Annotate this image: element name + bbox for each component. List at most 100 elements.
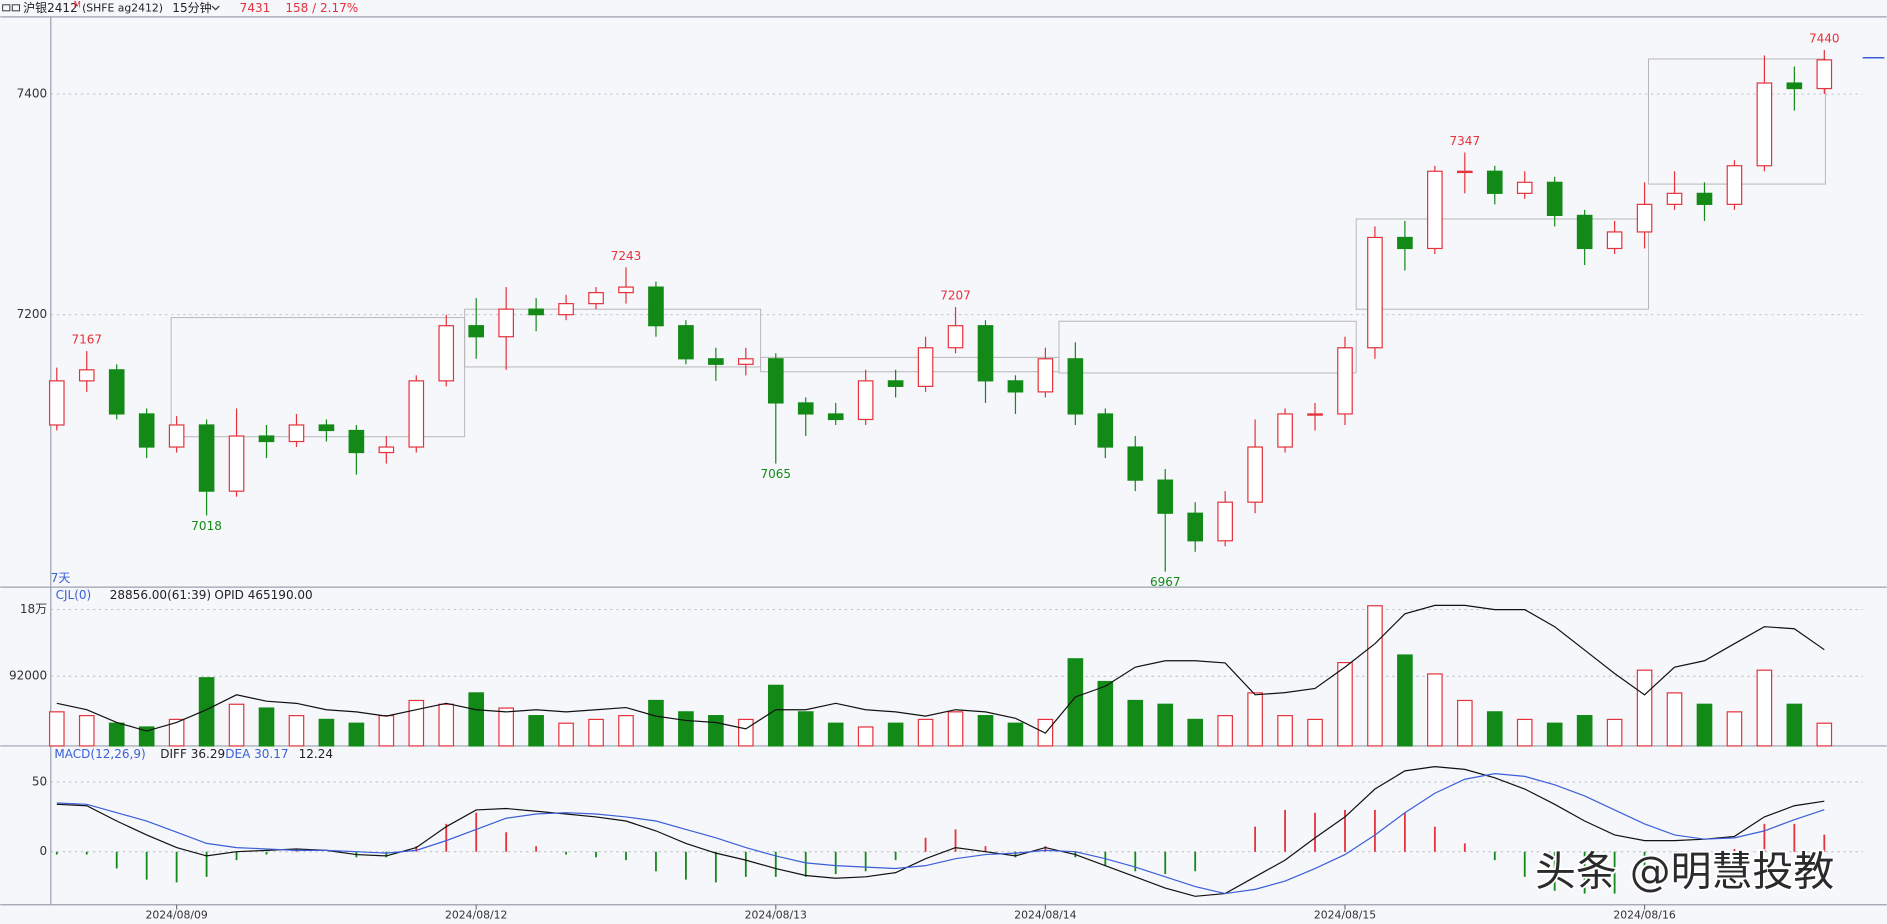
candle-body bbox=[528, 308, 544, 316]
volume-bar bbox=[648, 699, 664, 747]
candle-body bbox=[1277, 413, 1293, 448]
symbol-suffix: M bbox=[74, 0, 81, 9]
candle-body bbox=[827, 413, 844, 421]
volume-bar bbox=[1756, 669, 1773, 747]
high-label: 7207 bbox=[940, 289, 971, 303]
y-tick-label: 92000 bbox=[9, 669, 47, 683]
candle-body bbox=[378, 446, 395, 454]
candle-body bbox=[1307, 413, 1323, 416]
volume-bar bbox=[1456, 699, 1473, 747]
price-change: 158 / 2.17% bbox=[285, 1, 358, 15]
volume-bar bbox=[588, 718, 604, 747]
period[interactable]: 15分钟 bbox=[172, 0, 211, 15]
candle-body bbox=[1576, 214, 1593, 250]
volume-bar bbox=[348, 722, 365, 747]
candle-body bbox=[797, 402, 814, 415]
candle-body bbox=[618, 286, 634, 294]
open-interest-line bbox=[56, 604, 1825, 734]
candle-body bbox=[1756, 82, 1773, 167]
range-label: 7天 bbox=[51, 571, 71, 585]
high-label: 7440 bbox=[1809, 32, 1840, 46]
volume-bar bbox=[438, 703, 455, 747]
volume-bar bbox=[708, 715, 724, 747]
volume-bar bbox=[1696, 703, 1713, 747]
candle-body bbox=[1726, 165, 1743, 205]
candle-body bbox=[678, 325, 694, 360]
candle-body bbox=[1397, 236, 1413, 250]
candle-body bbox=[1007, 380, 1024, 393]
candle-body bbox=[48, 380, 65, 426]
low-label: 7018 bbox=[191, 519, 222, 533]
candle-body bbox=[1097, 413, 1114, 448]
range-box bbox=[1355, 218, 1650, 310]
candle-body bbox=[767, 358, 784, 404]
volume-bar bbox=[678, 711, 694, 747]
candle-body bbox=[1516, 181, 1533, 194]
volume-bar bbox=[48, 711, 65, 747]
x-tick-label: 2024/08/16 bbox=[1613, 909, 1675, 922]
y-tick-label: 18万 bbox=[20, 602, 47, 616]
candle-body bbox=[917, 347, 934, 387]
icon bbox=[2, 4, 11, 12]
indicator-name[interactable]: MACD(12,26,9) bbox=[54, 747, 145, 761]
candle-body bbox=[78, 369, 95, 382]
range-box bbox=[170, 317, 466, 438]
legend-entry: 12.24 bbox=[299, 747, 333, 761]
symbol-code: (SHFE ag2412) bbox=[82, 1, 163, 14]
volume-bar bbox=[378, 715, 395, 747]
x-tick-label: 2024/08/09 bbox=[145, 909, 207, 922]
candle-body bbox=[738, 358, 754, 365]
volume-bar bbox=[198, 677, 215, 747]
candle-body bbox=[468, 325, 485, 338]
macd-line bbox=[56, 773, 1825, 895]
candle-body bbox=[1786, 82, 1803, 90]
high-label: 7347 bbox=[1450, 134, 1481, 148]
volume-bar bbox=[977, 715, 994, 747]
y-tick-label: 7200 bbox=[17, 307, 48, 321]
candle-body bbox=[1367, 236, 1383, 349]
candle-body bbox=[947, 325, 964, 349]
indicator-value: 28856.00(61:39) bbox=[110, 588, 211, 602]
legend-entry: DIFF 36.29 bbox=[160, 747, 225, 761]
volume-bar bbox=[797, 711, 814, 747]
candle-body bbox=[1157, 479, 1174, 514]
low-label: 7065 bbox=[760, 467, 791, 481]
volume-bar bbox=[1157, 703, 1174, 747]
candle-body bbox=[1486, 170, 1503, 194]
y-tick-label: 0 bbox=[40, 844, 48, 858]
volume-bar bbox=[767, 684, 784, 747]
volume-bar bbox=[1097, 680, 1114, 747]
macd-line bbox=[56, 766, 1825, 897]
volume-bar bbox=[1127, 699, 1144, 747]
candle-body bbox=[1247, 446, 1263, 503]
volume-bar bbox=[1367, 605, 1383, 747]
x-tick-label: 2024/08/14 bbox=[1014, 909, 1076, 922]
legend-entry: OPID 465190.00 bbox=[214, 588, 312, 602]
last-price: 7431 bbox=[240, 1, 271, 15]
volume-bar bbox=[558, 722, 574, 747]
volume-bar bbox=[1606, 718, 1623, 747]
volume-bar bbox=[1546, 722, 1563, 747]
volume-bar bbox=[917, 718, 934, 747]
volume-bar bbox=[1067, 658, 1084, 747]
candle-body bbox=[438, 325, 455, 382]
x-tick-label: 2024/08/12 bbox=[445, 909, 507, 922]
watermark: 头条 @明慧投教 bbox=[1535, 848, 1834, 896]
volume-bar bbox=[1337, 661, 1353, 747]
x-tick-label: 2024/08/13 bbox=[745, 909, 807, 922]
volume-bar bbox=[1486, 711, 1503, 747]
volume-bar bbox=[138, 726, 155, 747]
icon bbox=[11, 4, 20, 12]
candle-body bbox=[258, 435, 275, 443]
volume-bar bbox=[78, 715, 95, 747]
candle-body bbox=[648, 286, 664, 327]
period-caret[interactable] bbox=[211, 5, 220, 11]
candle-body bbox=[977, 325, 994, 382]
candle-body bbox=[708, 358, 724, 365]
volume-bar bbox=[1277, 715, 1293, 747]
indicator-name[interactable]: CJL(0) bbox=[56, 588, 92, 602]
volume-bar bbox=[1816, 722, 1833, 747]
volume-bar bbox=[1786, 703, 1803, 747]
volume-bar bbox=[288, 715, 305, 747]
